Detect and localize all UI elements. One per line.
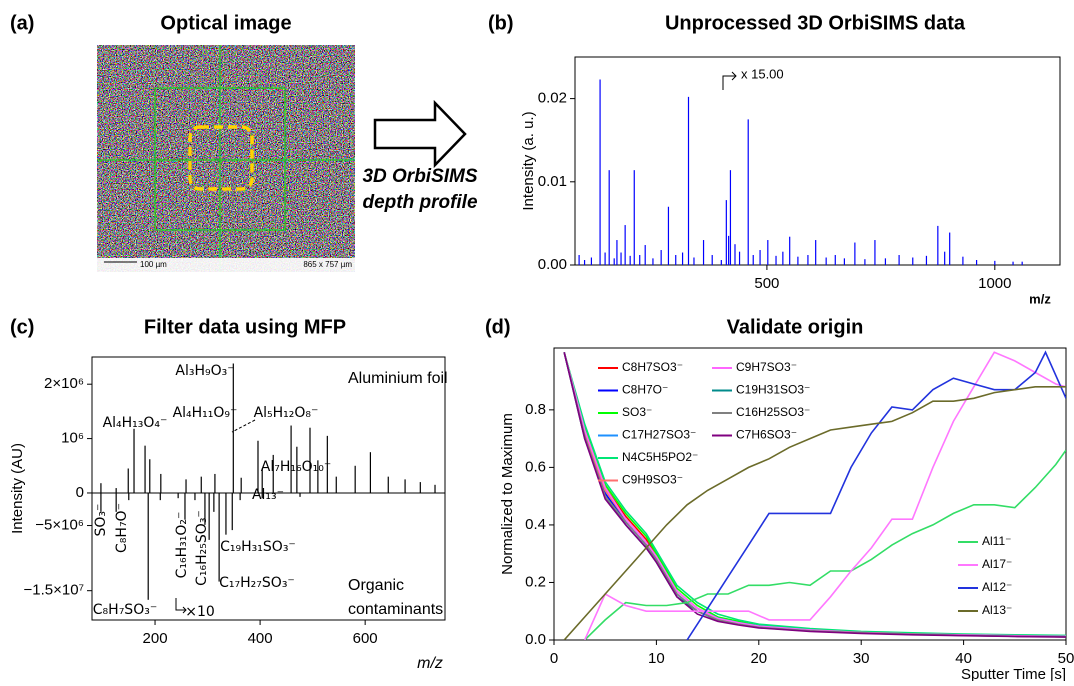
annotation: x 15.00 bbox=[741, 66, 784, 81]
y-axis-label: Normalized to Maximum bbox=[499, 413, 516, 575]
x-tick-label: 400 bbox=[248, 630, 273, 647]
legend-label: C8H7SO3⁻ bbox=[622, 360, 683, 374]
y-tick-label: 0 bbox=[76, 484, 84, 501]
series-label-box: Aluminium foil bbox=[348, 370, 448, 387]
x-tick-label: 30 bbox=[853, 650, 870, 667]
y-tick-label: 10⁶ bbox=[61, 430, 84, 447]
arrow-text: depth profile bbox=[362, 192, 477, 213]
legend-label: Al11⁻ bbox=[982, 534, 1011, 548]
legend-label: C8H7O⁻ bbox=[622, 383, 668, 397]
plot-lines bbox=[563, 350, 1066, 640]
y-tick-label: 0.00 bbox=[538, 256, 567, 273]
y-tick-label: 0.4 bbox=[525, 516, 546, 533]
peak-label: Al₃H₉O₃⁻ bbox=[175, 363, 234, 379]
series-line bbox=[563, 386, 1066, 640]
y-tick-label: 0.0 bbox=[525, 631, 546, 648]
y-tick-label: 0.8 bbox=[525, 401, 546, 418]
peak-label: ×10 bbox=[185, 604, 215, 620]
legend-label: C16H25SO3⁻ bbox=[736, 405, 810, 419]
peak-label: C₈H₇SO₃⁻ bbox=[93, 602, 157, 618]
x-tick-label: 200 bbox=[143, 630, 168, 647]
x-tick-label: 40 bbox=[955, 650, 972, 667]
peak-label: Al₇H₁₆O₁₀⁻ bbox=[261, 459, 331, 475]
optical-texture bbox=[97, 45, 355, 272]
scale-arrow bbox=[175, 598, 187, 614]
y-axis-label: Intensity (AU) bbox=[9, 443, 26, 534]
series-label-box: Organic contaminants bbox=[348, 577, 444, 618]
x-tick-label: 50 bbox=[1058, 650, 1074, 667]
y-tick-label: 0.2 bbox=[525, 573, 546, 590]
y-tick-label: −1.5×10⁷ bbox=[24, 582, 84, 599]
x-tick-label: 20 bbox=[750, 650, 767, 667]
legend-label: Al17⁻ bbox=[982, 557, 1012, 571]
leader-line bbox=[231, 419, 256, 433]
stage-grid bbox=[97, 45, 355, 272]
panel-label: (b) bbox=[488, 12, 514, 34]
x-tick-label: 500 bbox=[754, 275, 779, 292]
series-line bbox=[583, 351, 1066, 640]
x-axis-label: m/z bbox=[1029, 291, 1051, 306]
panel-label: (a) bbox=[10, 12, 34, 34]
peak-label: Al₄H₁₁O₉⁻ bbox=[173, 405, 238, 421]
peak-label: C₁₆H₂₅SO₃⁻ bbox=[194, 510, 210, 586]
series-line bbox=[584, 449, 1066, 640]
x-tick-label: 0 bbox=[550, 650, 558, 667]
y-tick-label: 0.6 bbox=[525, 458, 546, 475]
series-label: Organic contaminants bbox=[348, 577, 444, 618]
y-tick-label: 0.02 bbox=[538, 90, 567, 107]
process-arrow bbox=[373, 99, 467, 169]
panel-title: Filter data using MFP bbox=[144, 316, 346, 338]
y-axis-label: Intensity (a. u.) bbox=[520, 111, 537, 210]
y-tick-label: 0.01 bbox=[538, 173, 567, 190]
peak-label: C₁₉H₃₁SO₃⁻ bbox=[220, 539, 296, 555]
legend-label: C9H7SO3⁻ bbox=[736, 360, 797, 374]
legend-label: C19H31SO3⁻ bbox=[736, 383, 810, 397]
legend-label: Al13⁻ bbox=[982, 603, 1012, 617]
fov-label: 865 x 757 µm bbox=[303, 260, 352, 269]
peak-label: C₁₆H₃₁O₂⁻ bbox=[174, 512, 190, 579]
series-line bbox=[563, 352, 1066, 638]
peak-label: Al₄H₁₃O₄⁻ bbox=[103, 415, 168, 431]
panel-label: (d) bbox=[485, 316, 511, 338]
arrow-text: 3D OrbiSIMS bbox=[362, 166, 477, 187]
peak-label: Al₁₃⁻ bbox=[252, 487, 284, 503]
legend-label: C9H9SO3⁻ bbox=[622, 473, 683, 487]
legend-label: C7H6SO3⁻ bbox=[736, 428, 797, 442]
plot-frame bbox=[91, 356, 446, 621]
y-tick-label: 2×10⁶ bbox=[44, 375, 84, 392]
scale-strip bbox=[97, 258, 355, 272]
panel-title: Optical image bbox=[160, 12, 291, 34]
x-tick-label: 1000 bbox=[978, 275, 1011, 292]
plot-frame bbox=[553, 347, 1067, 641]
scale-label: 100 µm bbox=[140, 260, 167, 269]
legend-label: N4C5H5PO2⁻ bbox=[622, 450, 698, 464]
panel-title: Unprocessed 3D OrbiSIMS data bbox=[665, 12, 966, 34]
x-tick-label: 600 bbox=[353, 630, 378, 647]
legend-label: SO3⁻ bbox=[622, 405, 652, 419]
series-line bbox=[563, 352, 1066, 637]
roi bbox=[188, 125, 254, 191]
annotation-arrow bbox=[722, 71, 737, 90]
panel-title: Validate origin bbox=[727, 316, 864, 338]
peak-label: C₈H₇O⁻ bbox=[114, 503, 130, 553]
x-axis-label: m/z bbox=[417, 655, 443, 672]
x-tick-label: 10 bbox=[648, 650, 665, 667]
x-axis-label: Sputter Time [s] bbox=[961, 666, 1066, 681]
series-label: Aluminium foil bbox=[348, 370, 448, 387]
plot-frame bbox=[574, 56, 1061, 266]
peak-label: Al₅H₁₂O₈⁻ bbox=[254, 405, 319, 421]
legend-label: C17H27SO3⁻ bbox=[622, 428, 696, 442]
y-tick-label: −5×10⁶ bbox=[35, 517, 84, 534]
peak-label: C₁₇H₂₇SO₃⁻ bbox=[219, 575, 295, 591]
panel-label: (c) bbox=[10, 316, 34, 338]
legend-label: Al12⁻ bbox=[982, 580, 1012, 594]
peak-label: SO₃⁻ bbox=[93, 504, 109, 537]
